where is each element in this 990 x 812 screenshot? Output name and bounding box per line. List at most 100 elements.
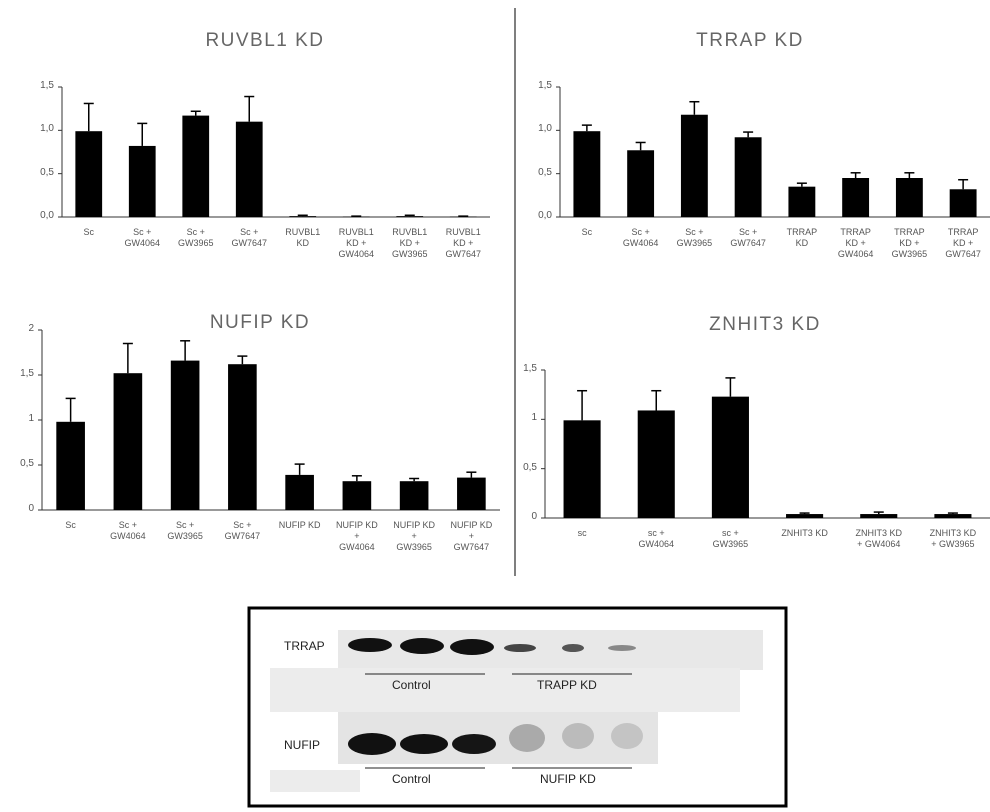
x-tick-label: ZNHIT3 KD + GW3965 xyxy=(912,528,990,550)
blot-label: Control xyxy=(392,678,431,692)
x-tick-label: Sc xyxy=(58,227,120,238)
bar xyxy=(236,122,263,217)
band xyxy=(400,734,448,754)
bar xyxy=(786,514,823,518)
bar xyxy=(75,131,102,217)
bar xyxy=(171,361,200,510)
bar xyxy=(400,481,429,510)
x-tick-label: Sc + GW7647 xyxy=(717,227,779,249)
bar xyxy=(573,131,600,217)
bar xyxy=(343,481,372,510)
y-tick-label: 1,5 xyxy=(24,80,54,91)
x-tick-label: Sc xyxy=(556,227,618,238)
y-tick-label: 0,5 xyxy=(507,462,537,473)
figure: TRRAP Control TRAPP KD NUFIP Control NUF… xyxy=(0,0,990,812)
x-tick-label: ZNHIT3 KD xyxy=(764,528,846,539)
y-tick-label: 1,5 xyxy=(507,363,537,374)
y-tick-label: 0,0 xyxy=(24,210,54,221)
x-tick-label: Sc + GW7647 xyxy=(219,227,281,249)
bar xyxy=(564,420,601,518)
x-tick-label: Sc + GW4064 xyxy=(112,227,174,249)
blot-label: TRAPP KD xyxy=(537,678,597,692)
y-tick-label: 1 xyxy=(4,413,34,424)
x-tick-label: NUFIP KD + GW7647 xyxy=(439,520,504,553)
band xyxy=(509,724,545,752)
bar xyxy=(289,216,316,217)
band xyxy=(562,644,584,652)
x-tick-label: TRRAP KD xyxy=(771,227,833,249)
y-tick-label: 0,5 xyxy=(522,167,552,178)
x-tick-label: NUFIP KD + GW3965 xyxy=(382,520,447,553)
band xyxy=(348,638,392,652)
x-tick-label: Sc + GW4064 xyxy=(95,520,160,542)
bar xyxy=(788,187,815,217)
band xyxy=(400,638,444,654)
y-tick-label: 1,5 xyxy=(4,368,34,379)
x-tick-label: sc + GW3965 xyxy=(689,528,771,550)
band xyxy=(450,639,494,655)
x-tick-label: Sc + GW4064 xyxy=(610,227,672,249)
chart-title: ZNHIT3 KD xyxy=(615,314,915,336)
blot-label: NUFIP xyxy=(284,738,320,752)
bar xyxy=(129,146,156,217)
x-tick-label: RUVBL1 KD xyxy=(272,227,334,249)
bar xyxy=(457,478,486,510)
blot-label: TRRAP xyxy=(284,639,325,653)
blot-label: NUFIP KD xyxy=(540,772,596,786)
blot-strip xyxy=(338,630,763,670)
x-tick-label: TRRAP KD + GW4064 xyxy=(825,227,887,260)
chart-title: NUFIP KD xyxy=(110,312,410,334)
bar xyxy=(627,150,654,217)
x-tick-label: RUVBL1 KD + GW3965 xyxy=(379,227,441,260)
x-tick-label: TRRAP KD + GW7647 xyxy=(932,227,990,260)
bar xyxy=(638,410,675,518)
x-tick-label: Sc + GW7647 xyxy=(210,520,275,542)
band xyxy=(608,645,636,651)
bar xyxy=(860,514,897,518)
x-tick-label: Sc + GW3965 xyxy=(153,520,218,542)
x-tick-label: Sc + GW3965 xyxy=(165,227,227,249)
bar xyxy=(396,216,423,217)
band xyxy=(611,723,643,749)
chart-title: TRRAP KD xyxy=(600,30,900,52)
bar xyxy=(934,514,971,518)
bar xyxy=(228,364,257,510)
y-tick-label: 1 xyxy=(507,412,537,423)
x-tick-label: sc + GW4064 xyxy=(615,528,697,550)
band xyxy=(348,733,396,755)
y-tick-label: 0 xyxy=(4,503,34,514)
y-tick-label: 0,0 xyxy=(522,210,552,221)
y-tick-label: 1,0 xyxy=(24,123,54,134)
x-tick-label: NUFIP KD xyxy=(267,520,332,531)
x-tick-label: Sc + GW3965 xyxy=(664,227,726,249)
y-tick-label: 1,0 xyxy=(522,123,552,134)
bar xyxy=(712,397,749,518)
bar xyxy=(56,422,85,510)
bar xyxy=(285,475,314,510)
y-tick-label: 0,5 xyxy=(4,458,34,469)
figure-canvas xyxy=(0,0,990,812)
blot-label: Control xyxy=(392,772,431,786)
y-tick-label: 1,5 xyxy=(522,80,552,91)
bar xyxy=(681,115,708,217)
y-tick-label: 0 xyxy=(507,511,537,522)
x-tick-label: RUVBL1 KD + GW4064 xyxy=(326,227,388,260)
x-tick-label: TRRAP KD + GW3965 xyxy=(879,227,941,260)
bar xyxy=(950,189,977,217)
band xyxy=(504,644,536,652)
y-tick-label: 2 xyxy=(4,323,34,334)
bar xyxy=(896,178,923,217)
bar xyxy=(842,178,869,217)
y-tick-label: 0,5 xyxy=(24,167,54,178)
x-tick-label: RUVBL1 KD + GW7647 xyxy=(433,227,495,260)
blot-strip xyxy=(270,770,360,792)
blot-strip xyxy=(270,668,740,712)
bar xyxy=(114,373,143,510)
x-tick-label: ZNHIT3 KD + GW4064 xyxy=(838,528,920,550)
band xyxy=(452,734,496,754)
band xyxy=(562,723,594,749)
bar xyxy=(182,116,209,217)
x-tick-label: Sc xyxy=(38,520,103,531)
x-tick-label: NUFIP KD + GW4064 xyxy=(324,520,389,553)
bar xyxy=(735,137,762,217)
